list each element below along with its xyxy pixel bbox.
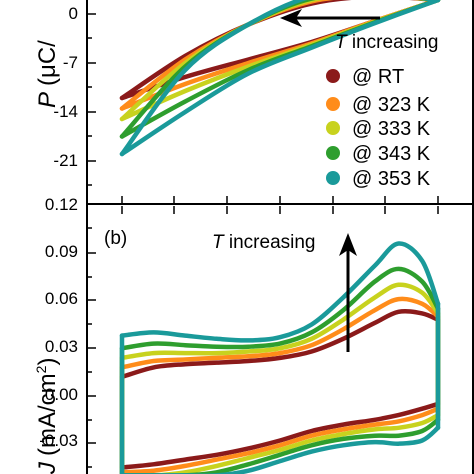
legend-label-353k: @ 353 K	[352, 168, 431, 190]
legend-marker-323k	[326, 97, 340, 111]
p-loop-lower-branch	[119, 0, 441, 157]
bottom-ytick-label: 0.09	[45, 242, 78, 261]
j-loop-upper-branch	[119, 241, 441, 343]
legend-marker-333k	[326, 121, 340, 135]
bottom-panel-curves	[119, 241, 441, 474]
bottom-ytick-label: 0.06	[45, 289, 78, 308]
legend-background	[318, 60, 474, 190]
j-loop-upper-branch	[119, 282, 441, 361]
top-annotation: T increasing	[335, 32, 439, 53]
j-loop-lower-branch	[120, 417, 441, 474]
panel-label-b: (b)	[104, 228, 127, 249]
j-loop-lower-branch	[119, 406, 441, 474]
bottom-ytick-label: 0.12	[45, 195, 78, 214]
bottom-y-axis-label: J(mA/cm2)	[33, 358, 61, 474]
bottom-annotation: T increasing	[212, 232, 316, 253]
top-ytick-label: -21	[53, 151, 78, 170]
legend-label-343k: @ 343 K	[352, 143, 431, 165]
bottom-ytick-label: 0.03	[45, 337, 78, 356]
j-loop-lower-branch	[119, 401, 441, 470]
j-loop-upper-branch	[119, 296, 441, 370]
j-loop-upper-branch	[119, 266, 441, 351]
bottom-ytick-label: -0.03	[39, 431, 78, 450]
top-ytick-label: -7	[63, 53, 78, 72]
bottom-ytick-label: 0.00	[45, 385, 78, 404]
legend-marker-rt	[326, 69, 340, 83]
legend-label-323k: @ 323 K	[352, 94, 431, 116]
top-annotation-arrow	[280, 9, 380, 27]
legend-label-rt: @ RT	[352, 66, 404, 88]
top-ytick-label: 0	[69, 4, 78, 23]
legend-marker-353k	[326, 171, 340, 185]
axis-ticks	[87, 13, 439, 468]
p-loop-upper-branch	[119, 0, 441, 157]
top-ytick-label: -14	[53, 102, 78, 121]
legend-label-333k: @ 333 K	[352, 118, 431, 140]
j-loop-lower-branch	[120, 412, 441, 474]
legend-marker-343k	[326, 146, 340, 160]
legend: @ RT @ 323 K @ 333 K @ 343 K @ 353 K	[326, 66, 431, 190]
top-panel-curves	[119, 0, 441, 157]
j-loop-lower-branch	[120, 425, 441, 474]
j-loop-upper-branch	[119, 308, 441, 380]
bottom-annotation-arrow	[339, 233, 357, 352]
top-y-axis-label: P(μC/	[34, 40, 61, 108]
